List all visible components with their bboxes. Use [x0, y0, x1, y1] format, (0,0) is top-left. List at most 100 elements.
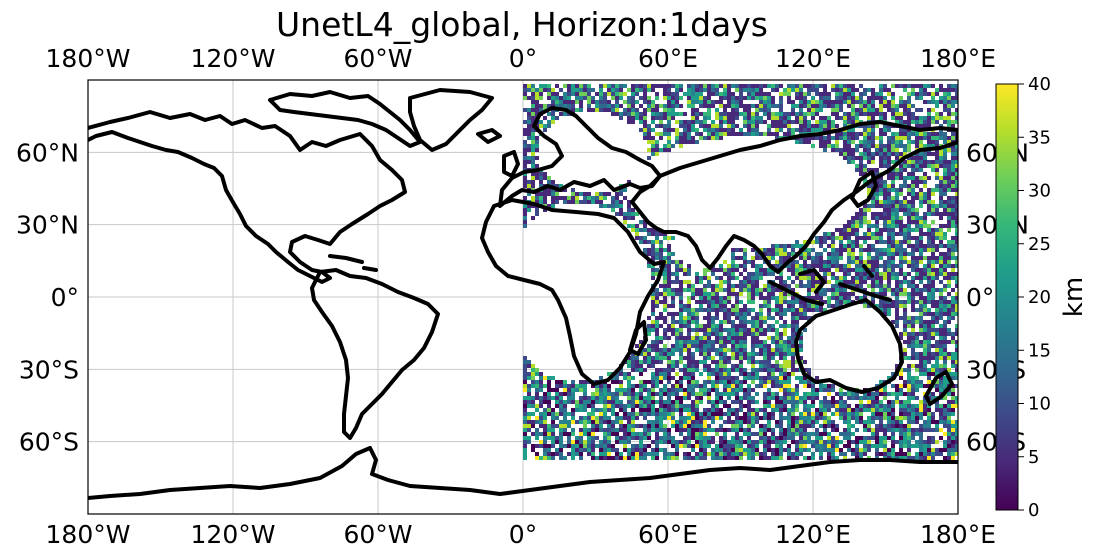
data-pixel [679, 332, 683, 336]
data-pixel [627, 108, 631, 112]
data-pixel [659, 248, 663, 252]
data-pixel [639, 96, 643, 100]
data-pixel [623, 412, 627, 416]
data-pixel [831, 420, 835, 424]
data-pixel [535, 212, 539, 216]
data-pixel [687, 84, 691, 88]
data-pixel [831, 412, 835, 416]
data-pixel [719, 400, 723, 404]
data-pixel [875, 424, 879, 428]
data-pixel [703, 104, 707, 108]
data-pixel [871, 272, 875, 276]
data-pixel [635, 404, 639, 408]
data-pixel [675, 272, 679, 276]
data-pixel [655, 420, 659, 424]
data-pixel [919, 228, 923, 232]
data-pixel [855, 116, 859, 120]
data-pixel [855, 280, 859, 284]
data-pixel [695, 120, 699, 124]
data-pixel [887, 156, 891, 160]
data-pixel [683, 304, 687, 308]
data-pixel [787, 360, 791, 364]
data-pixel [711, 272, 715, 276]
data-pixel [919, 320, 923, 324]
data-pixel [755, 112, 759, 116]
data-pixel [779, 316, 783, 320]
data-pixel [947, 116, 951, 120]
data-pixel [719, 380, 723, 384]
data-pixel [939, 304, 943, 308]
data-pixel [775, 132, 779, 136]
data-pixel [811, 264, 815, 268]
data-pixel [523, 404, 527, 408]
data-pixel [691, 124, 695, 128]
data-pixel [791, 368, 795, 372]
data-pixel [803, 392, 807, 396]
data-pixel [607, 424, 611, 428]
data-pixel [719, 412, 723, 416]
data-pixel [711, 348, 715, 352]
data-pixel [715, 364, 719, 368]
data-pixel [895, 424, 899, 428]
data-pixel [587, 104, 591, 108]
data-pixel [691, 104, 695, 108]
data-pixel [679, 300, 683, 304]
data-pixel [863, 108, 867, 112]
data-pixel [691, 92, 695, 96]
data-pixel [931, 436, 935, 440]
data-pixel [875, 384, 879, 388]
data-pixel [663, 428, 667, 432]
data-pixel [739, 128, 743, 132]
data-pixel [667, 312, 671, 316]
data-pixel [651, 412, 655, 416]
data-pixel [671, 352, 675, 356]
data-pixel [955, 212, 958, 216]
data-pixel [899, 188, 903, 192]
data-pixel [675, 388, 679, 392]
data-pixel [703, 288, 707, 292]
data-pixel [947, 204, 951, 208]
data-pixel [619, 96, 623, 100]
data-pixel [699, 336, 703, 340]
data-pixel [555, 392, 559, 396]
data-pixel [663, 436, 667, 440]
data-pixel [639, 84, 643, 88]
data-pixel [955, 120, 958, 124]
data-pixel [947, 124, 951, 128]
data-pixel [679, 132, 683, 136]
data-pixel [879, 84, 883, 88]
data-pixel [915, 256, 919, 260]
data-pixel [527, 384, 531, 388]
data-pixel [699, 372, 703, 376]
data-pixel [635, 400, 639, 404]
data-pixel [907, 84, 911, 88]
data-pixel [855, 132, 859, 136]
data-pixel [915, 180, 919, 184]
data-pixel [819, 304, 823, 308]
data-pixel [879, 404, 883, 408]
data-pixel [923, 328, 927, 332]
data-pixel [899, 416, 903, 420]
data-pixel [939, 184, 943, 188]
data-pixel [687, 92, 691, 96]
data-pixel [659, 420, 663, 424]
data-pixel [919, 136, 923, 140]
data-pixel [531, 184, 535, 188]
data-pixel [771, 296, 775, 300]
data-pixel [679, 308, 683, 312]
data-pixel [923, 408, 927, 412]
data-pixel [751, 396, 755, 400]
data-pixel [827, 416, 831, 420]
data-pixel [703, 436, 707, 440]
data-pixel [559, 196, 563, 200]
data-pixel [579, 404, 583, 408]
data-pixel [775, 344, 779, 348]
data-pixel [715, 100, 719, 104]
data-pixel [811, 400, 815, 404]
data-pixel [747, 272, 751, 276]
data-pixel [883, 204, 887, 208]
data-pixel [951, 216, 955, 220]
data-pixel [551, 424, 555, 428]
data-pixel [595, 92, 599, 96]
data-pixel [583, 384, 587, 388]
